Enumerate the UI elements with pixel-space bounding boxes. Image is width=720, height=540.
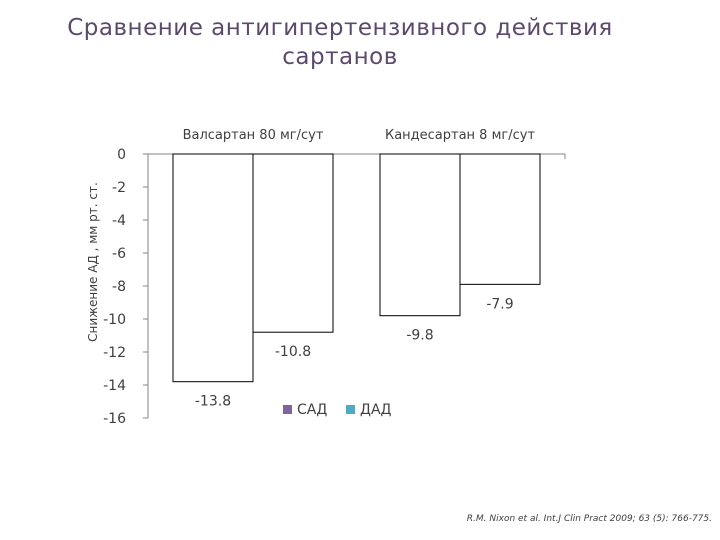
y-tick-label: -12 bbox=[103, 345, 126, 361]
bar-dad bbox=[459, 153, 541, 285]
bar-sad bbox=[172, 153, 254, 383]
title-line-2: сартанов bbox=[282, 44, 398, 70]
y-tick-label: -8 bbox=[112, 279, 126, 295]
data-label: -9.8 bbox=[406, 328, 433, 344]
legend-swatch bbox=[346, 405, 355, 414]
bar-dad bbox=[252, 153, 334, 333]
legend-label: САД bbox=[297, 402, 327, 418]
legend-label: ДАД bbox=[360, 402, 392, 418]
category-label: Валсартан 80 мг/сут bbox=[183, 128, 324, 143]
y-tick-label: -6 bbox=[112, 246, 126, 262]
legend-swatch bbox=[283, 405, 292, 414]
citation: R.M. Nixon et al. Int.J Clin Pract 2009;… bbox=[466, 514, 712, 524]
y-tick-label: 0 bbox=[117, 147, 126, 163]
y-tick-label: -10 bbox=[103, 312, 126, 328]
title-line-1: Сравнение антигипертензивного действия bbox=[67, 15, 613, 41]
y-tick-label: -4 bbox=[112, 213, 126, 229]
bar-sad bbox=[379, 153, 461, 317]
y-tick-label: -2 bbox=[112, 180, 126, 196]
data-label: -10.8 bbox=[275, 344, 311, 360]
y-axis-title: Снижение АД , мм рт. ст. bbox=[86, 182, 100, 342]
y-tick-label: -14 bbox=[103, 378, 126, 394]
data-label: -13.8 bbox=[195, 394, 231, 410]
category-label: Кандесартан 8 мг/сут bbox=[385, 128, 535, 143]
data-label: -7.9 bbox=[486, 296, 513, 312]
slide-title: Сравнение антигипертензивного действия с… bbox=[0, 14, 680, 72]
y-tick-label: -16 bbox=[103, 411, 126, 427]
